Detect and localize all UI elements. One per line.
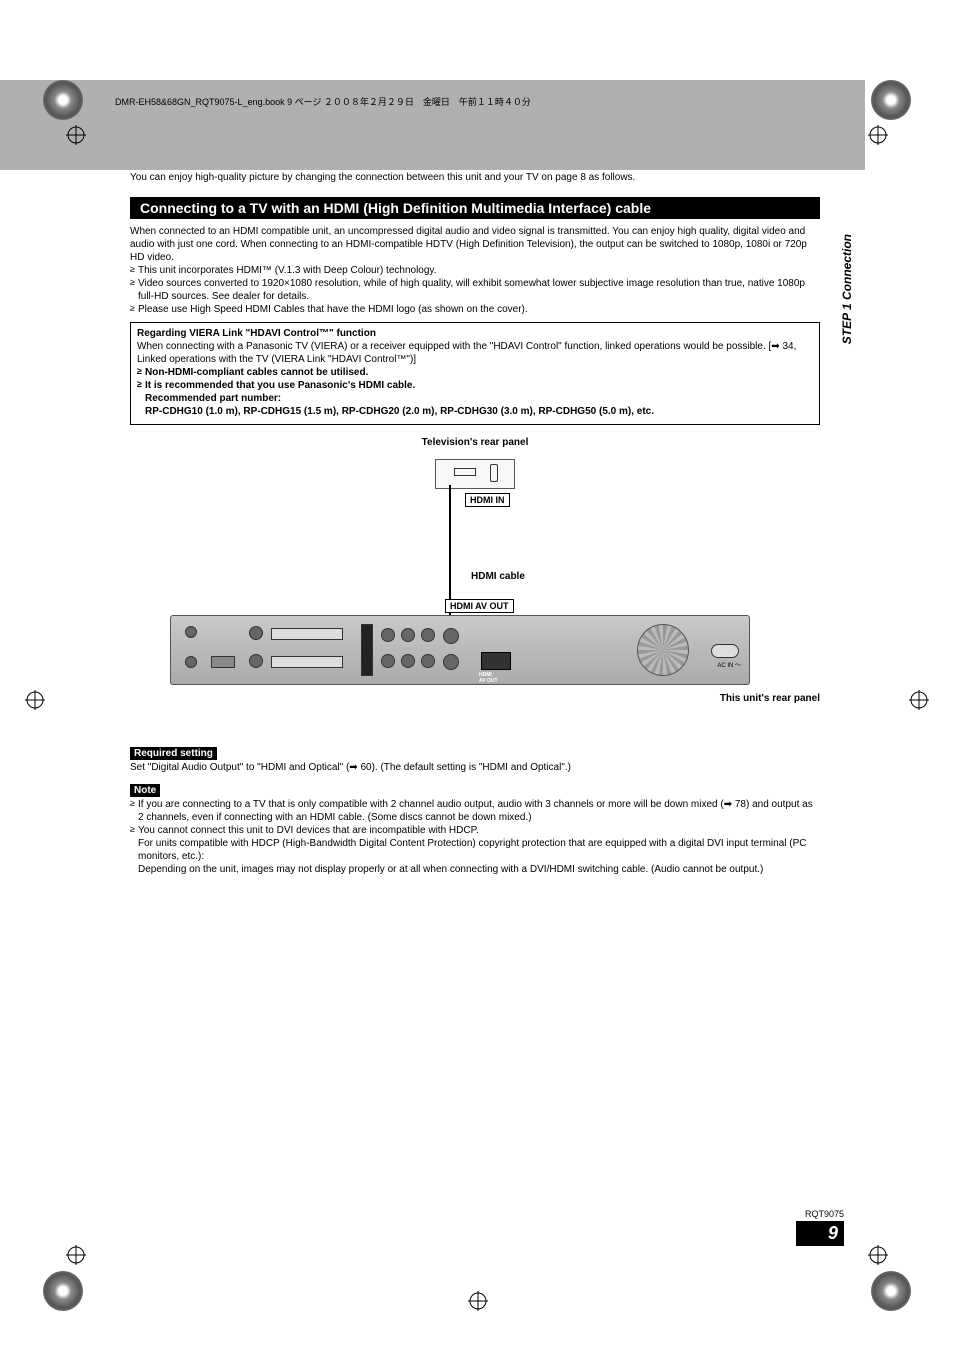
- viera-inset-box: Regarding VIERA Link "HDAVI Control™" fu…: [130, 322, 820, 425]
- note-tag: Note: [130, 784, 160, 797]
- hdmi-avout-port-icon: [481, 652, 511, 670]
- crop-target-mr: [909, 690, 929, 710]
- rf-port-icon: [185, 626, 197, 638]
- note-bullet: If you are connecting to a TV that is on…: [130, 798, 820, 824]
- video-port-icon: [421, 654, 435, 668]
- note-bullet: You cannot connect this unit to DVI devi…: [130, 824, 820, 876]
- rec-part-numbers: RP-CDHG10 (1.0 m), RP-CDHG15 (1.5 m), RP…: [137, 405, 813, 418]
- svideo-port-icon: [443, 654, 459, 670]
- inset-paragraph: When connecting with a Panasonic TV (VIE…: [137, 340, 813, 366]
- divider-icon: [361, 624, 373, 676]
- note-bullet-list: If you are connecting to a TV that is on…: [130, 798, 820, 876]
- fan-vent-icon: [637, 624, 689, 676]
- intro-text: You can enjoy high-quality picture by ch…: [130, 172, 820, 183]
- svideo-port-icon: [443, 628, 459, 644]
- paragraph-1: When connected to an HDMI compatible uni…: [130, 225, 820, 264]
- hdmi-cable-label: HDMI cable: [471, 571, 525, 582]
- connection-diagram: Television's rear panel HDMI IN HDMI cab…: [130, 437, 820, 737]
- ac-in-socket-icon: [711, 644, 739, 658]
- hdmi-in-label: HDMI IN: [465, 493, 510, 507]
- unit-rear-panel-graphic: HDMIAV OUT AC IN ～: [170, 615, 750, 685]
- crop-target-tr: [868, 125, 888, 145]
- tv-panel-caption: Television's rear panel: [422, 437, 529, 448]
- crop-target-ml: [25, 690, 45, 710]
- optical-socket-icon: [490, 464, 498, 482]
- component-port-icon: [421, 628, 435, 642]
- reg-mark-br: [871, 1271, 911, 1311]
- hdmi-port-text: HDMIAV OUT: [479, 672, 498, 684]
- reg-mark-tl: [43, 80, 83, 120]
- doc-header-line: DMR-EH58&68GN_RQT9075-L_eng.book 9 ページ ２…: [115, 95, 531, 108]
- side-tab-step: STEP 1 Connection: [840, 234, 854, 344]
- unit-panel-caption: This unit's rear panel: [720, 693, 820, 704]
- inset-bullet: Non-HDMI-compliant cables cannot be util…: [137, 366, 813, 379]
- required-setting-text: Set "Digital Audio Output" to "HDMI and …: [130, 761, 820, 774]
- component-port-icon: [401, 628, 415, 642]
- bullet-item: Video sources converted to 1920×1080 res…: [130, 277, 820, 303]
- page-footer: RQT9075 9: [796, 1209, 844, 1246]
- reg-mark-bl: [43, 1271, 83, 1311]
- page-number: 9: [796, 1221, 844, 1246]
- hdmi-cable-line: [449, 485, 451, 617]
- inset-bullet: It is recommended that you use Panasonic…: [137, 379, 813, 392]
- tv-rear-panel-graphic: [435, 459, 515, 489]
- hdmi-avout-label: HDMI AV OUT: [445, 599, 514, 613]
- header-gray-band: [0, 80, 865, 170]
- crop-target-bc: [468, 1291, 488, 1311]
- doc-code: RQT9075: [796, 1209, 844, 1219]
- component-port-icon: [381, 628, 395, 642]
- inset-title: Regarding VIERA Link "HDAVI Control™" fu…: [137, 327, 813, 340]
- bullet-list-1: This unit incorporates HDMI™ (V.1.3 with…: [130, 264, 820, 316]
- inset-bullet-list: Non-HDMI-compliant cables cannot be util…: [137, 366, 813, 392]
- page-content: You can enjoy high-quality picture by ch…: [130, 172, 820, 876]
- bullet-item: Please use High Speed HDMI Cables that h…: [130, 303, 820, 316]
- hdmi-socket-icon: [454, 468, 476, 476]
- audio-port-icon: [401, 654, 415, 668]
- reg-mark-tr: [871, 80, 911, 120]
- rec-part-label: Recommended part number:: [137, 392, 813, 405]
- crop-target-tl: [66, 125, 86, 145]
- audio-port-icon: [381, 654, 395, 668]
- av-port-icon: [249, 626, 263, 640]
- scart-port-icon: [271, 656, 343, 668]
- bullet-item: This unit incorporates HDMI™ (V.1.3 with…: [130, 264, 820, 277]
- av-port-icon: [249, 654, 263, 668]
- crop-target-bl2: [66, 1245, 86, 1265]
- scart-port-icon: [271, 628, 343, 640]
- optical-port-icon: [211, 656, 235, 668]
- required-setting-tag: Required setting: [130, 747, 217, 760]
- crop-target-br2: [868, 1245, 888, 1265]
- rf-port-icon: [185, 656, 197, 668]
- section-title-bar: Connecting to a TV with an HDMI (High De…: [130, 197, 820, 219]
- ac-in-label: AC IN ～: [717, 660, 741, 669]
